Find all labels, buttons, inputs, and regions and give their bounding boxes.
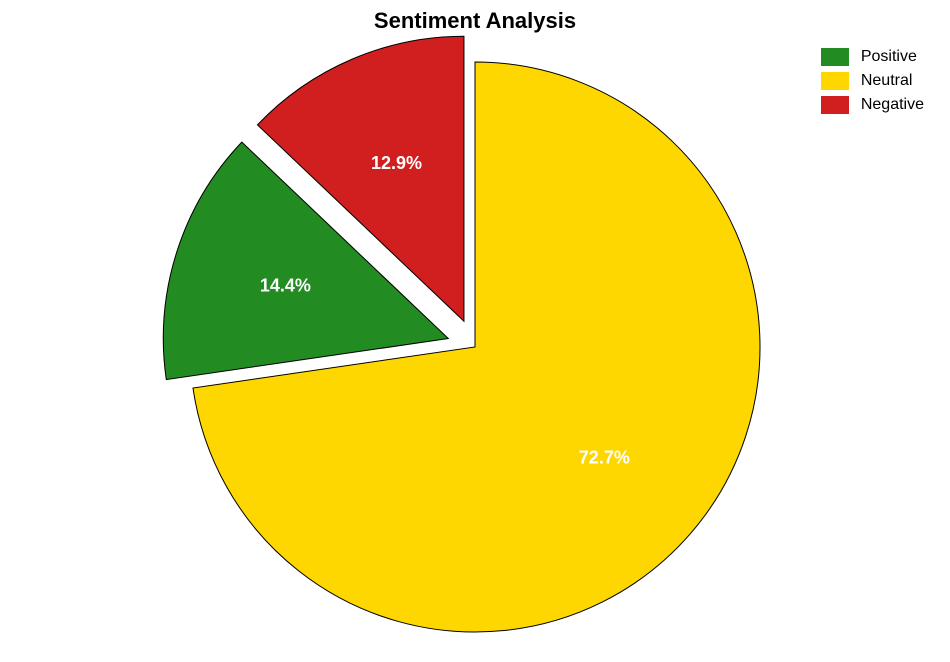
legend-label-neutral: Neutral <box>861 72 913 90</box>
legend-swatch-neutral <box>821 72 849 90</box>
legend-item-positive: Positive <box>821 48 924 66</box>
legend-label-negative: Negative <box>861 96 924 114</box>
legend-item-negative: Negative <box>821 96 924 114</box>
pie-chart-svg: 72.7% 14.4% 12.9% <box>0 0 950 662</box>
legend-label-positive: Positive <box>861 48 917 66</box>
legend: Positive Neutral Negative <box>821 48 924 120</box>
slice-label-negative: 12.9% <box>371 153 422 173</box>
slice-label-positive: 14.4% <box>260 275 311 295</box>
legend-item-neutral: Neutral <box>821 72 924 90</box>
legend-swatch-positive <box>821 48 849 66</box>
slice-label-neutral: 72.7% <box>579 448 630 468</box>
pie-slices-group <box>163 36 760 632</box>
legend-swatch-negative <box>821 96 849 114</box>
chart-container: Sentiment Analysis 72.7%14.4%12.9% Posit… <box>0 0 950 662</box>
